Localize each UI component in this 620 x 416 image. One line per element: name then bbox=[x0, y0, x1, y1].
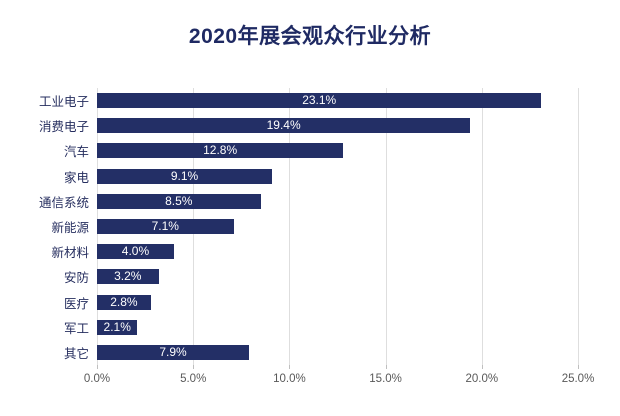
chart-row: 新能源 7.1% bbox=[0, 214, 620, 239]
x-tick-mark bbox=[97, 365, 98, 369]
x-tick-mark bbox=[385, 365, 387, 369]
bar-track: 9.1% bbox=[97, 168, 620, 184]
category-label: 消费电子 bbox=[38, 120, 89, 135]
x-tick-mark bbox=[193, 365, 195, 369]
bar-track: 23.1% bbox=[97, 93, 620, 109]
gridline bbox=[578, 88, 579, 365]
bar-track: 8.5% bbox=[97, 193, 620, 209]
x-tick-mark bbox=[578, 365, 579, 369]
chart-row: 通信系统 8.5% bbox=[0, 189, 620, 214]
gridline bbox=[289, 88, 291, 365]
x-tick-label: 0.0% bbox=[83, 373, 111, 385]
category-label: 家电 bbox=[63, 170, 89, 185]
bar-value-label: 9.1% bbox=[170, 168, 199, 183]
x-tick-label: 25.0% bbox=[561, 373, 595, 385]
bar: 3.2% bbox=[97, 269, 159, 285]
category-label: 新材料 bbox=[51, 246, 89, 261]
x-tick-label: 5.0% bbox=[180, 373, 207, 385]
x-tick-label: 10.0% bbox=[273, 373, 306, 385]
bar-value-label: 12.8% bbox=[203, 143, 238, 158]
chart-row: 汽车 12.8% bbox=[0, 138, 620, 163]
chart-row: 其它 7.9% bbox=[0, 340, 620, 365]
bar: 23.1% bbox=[97, 93, 542, 109]
bar-value-label: 4.0% bbox=[121, 244, 150, 259]
bar-value-label: 19.4% bbox=[266, 118, 301, 133]
bar-value-label: 8.5% bbox=[165, 193, 193, 208]
bar-chart: 工业电子 23.1% 消费电子 19.4% 汽车 12.8% 家电 9.1% 通信系统 8.5% 新… bbox=[0, 88, 620, 365]
category-label: 军工 bbox=[63, 321, 89, 336]
bar: 9.1% bbox=[97, 168, 273, 184]
chart-row: 军工 2.1% bbox=[0, 315, 620, 340]
bar-track: 2.8% bbox=[97, 294, 620, 310]
gridline bbox=[385, 88, 387, 365]
gridline bbox=[481, 88, 483, 365]
bar: 2.8% bbox=[97, 294, 151, 310]
x-axis: 0.0% 5.0% 10.0% 15.0% 20.0% 25.0% bbox=[0, 365, 620, 395]
bar-track: 7.9% bbox=[97, 344, 620, 360]
bar-value-label: 23.1% bbox=[302, 93, 337, 108]
bar-value-label: 7.1% bbox=[151, 219, 179, 234]
rows-layer: 工业电子 23.1% 消费电子 19.4% 汽车 12.8% 家电 9.1% 通信系统 8.5% 新… bbox=[0, 88, 620, 365]
category-label: 通信系统 bbox=[38, 195, 89, 210]
bar-value-label: 2.8% bbox=[110, 294, 138, 309]
chart-row: 工业电子 23.1% bbox=[0, 88, 620, 113]
bar-track: 7.1% bbox=[97, 219, 620, 235]
category-label: 安防 bbox=[63, 271, 89, 286]
bar: 19.4% bbox=[97, 118, 471, 134]
chart-row: 消费电子 19.4% bbox=[0, 113, 620, 138]
bar-track: 19.4% bbox=[97, 118, 620, 134]
chart-title: 2020年展会观众行业分析 bbox=[188, 25, 432, 48]
chart-row: 安防 3.2% bbox=[0, 264, 620, 289]
chart-row: 新材料 4.0% bbox=[0, 239, 620, 264]
bar-track: 4.0% bbox=[97, 244, 620, 260]
category-label: 医疗 bbox=[63, 296, 89, 311]
category-label: 工业电子 bbox=[38, 95, 89, 110]
bar-track: 2.1% bbox=[97, 319, 620, 335]
bar: 4.0% bbox=[97, 244, 174, 260]
x-tick-label: 15.0% bbox=[369, 373, 402, 385]
chart-row: 医疗 2.8% bbox=[0, 290, 620, 315]
bar: 8.5% bbox=[97, 193, 261, 209]
bar-track: 3.2% bbox=[97, 269, 620, 285]
bar: 2.1% bbox=[97, 319, 138, 335]
x-tick-mark bbox=[481, 365, 483, 369]
x-tick-label: 20.0% bbox=[465, 373, 499, 385]
x-tick-mark bbox=[289, 365, 291, 369]
category-label: 其它 bbox=[63, 346, 89, 361]
bar: 12.8% bbox=[97, 143, 344, 159]
bar-value-label: 3.2% bbox=[114, 269, 142, 284]
bar-value-label: 2.1% bbox=[103, 319, 131, 334]
bar-track: 12.8% bbox=[97, 143, 620, 159]
category-label: 汽车 bbox=[63, 145, 89, 160]
bar-value-label: 7.9% bbox=[159, 344, 187, 359]
bar: 7.9% bbox=[97, 344, 249, 360]
chart-row: 家电 9.1% bbox=[0, 164, 620, 189]
category-label: 新能源 bbox=[51, 221, 89, 236]
bar: 7.1% bbox=[97, 219, 234, 235]
